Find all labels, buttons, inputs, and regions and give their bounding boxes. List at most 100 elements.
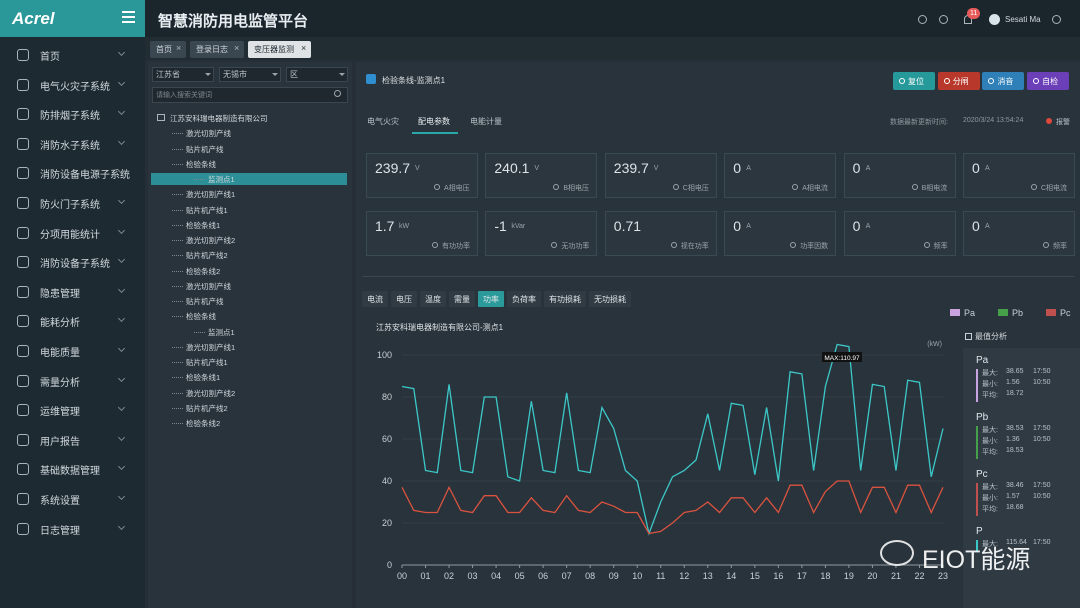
tab[interactable] bbox=[150, 41, 186, 58]
user-name[interactable]: Sesati Ma bbox=[1005, 15, 1041, 24]
menu-item[interactable]: 运维管理 bbox=[40, 407, 80, 419]
chart-tab[interactable] bbox=[420, 291, 446, 307]
stats-checkbox[interactable] bbox=[965, 333, 972, 340]
action-button-label[interactable]: 消音 bbox=[997, 77, 1014, 86]
select-value: 区 bbox=[290, 70, 298, 79]
menu-item[interactable]: 基础数据管理 bbox=[40, 466, 100, 478]
chart-tab-label[interactable]: 电流 bbox=[367, 295, 383, 304]
tree-item[interactable]: 检验条线 bbox=[186, 159, 216, 169]
tree-connector bbox=[172, 392, 183, 394]
select[interactable] bbox=[219, 67, 281, 82]
chart-tab[interactable] bbox=[478, 291, 504, 307]
stats-value: 1.56 bbox=[1006, 379, 1020, 386]
chart-tab[interactable] bbox=[362, 291, 388, 307]
header-icon[interactable] bbox=[918, 15, 927, 24]
update-time: 2020/3/24 13:54:24 bbox=[963, 117, 1024, 124]
tree-item[interactable]: 江苏安科瑞电器制造有限公司 bbox=[170, 114, 268, 123]
tree-item[interactable]: 激光切割产线 bbox=[186, 281, 231, 291]
menu-item[interactable]: 电能质量 bbox=[40, 348, 80, 359]
subtab[interactable]: 电能计量 bbox=[470, 117, 502, 126]
tree-item[interactable]: 激光切割产线 bbox=[186, 129, 231, 139]
tree-item[interactable]: 检验条线 bbox=[186, 312, 216, 322]
tab-label[interactable]: 登录日志 bbox=[196, 45, 228, 54]
action-button[interactable] bbox=[893, 72, 935, 90]
menu-toggle[interactable] bbox=[122, 11, 135, 23]
menu-item[interactable]: 防排烟子系统 bbox=[40, 111, 100, 123]
menu-item[interactable]: 日志管理 bbox=[40, 525, 80, 537]
action-button-label[interactable]: 复位 bbox=[908, 77, 924, 86]
menu-item[interactable]: 分项用能统计 bbox=[40, 229, 100, 241]
globe-icon[interactable] bbox=[1052, 15, 1061, 24]
metric-value: 0 bbox=[852, 218, 861, 234]
tree-item[interactable]: 贴片机产线1 bbox=[186, 205, 228, 215]
tab-label[interactable]: 变压器监测 bbox=[254, 45, 294, 54]
metric-icon bbox=[672, 184, 679, 190]
tab[interactable] bbox=[190, 41, 244, 58]
tree-item[interactable]: 激光切割产线2 bbox=[186, 388, 236, 398]
menu-icon bbox=[17, 285, 29, 298]
metric-label: C相电流 bbox=[1041, 185, 1068, 192]
menu-item[interactable]: 消防水子系统 bbox=[40, 140, 100, 152]
header-icon[interactable] bbox=[939, 15, 948, 24]
metric-value: 240.1 bbox=[494, 160, 530, 176]
menu-item[interactable]: 系统设置 bbox=[40, 496, 80, 507]
tree-connector bbox=[172, 362, 183, 363]
stats-name: Pa bbox=[976, 355, 989, 366]
chart-tab-label[interactable]: 无功损耗 bbox=[594, 295, 626, 304]
stats-value: 38.53 bbox=[1006, 425, 1024, 432]
menu-item[interactable]: 电气火灾子系统 bbox=[40, 81, 110, 93]
action-button-label[interactable]: 自检 bbox=[1042, 77, 1059, 86]
tree-item[interactable]: 激光切割产线2 bbox=[186, 236, 236, 245]
chart-tab-label[interactable]: 电压 bbox=[396, 295, 412, 304]
tree-item[interactable]: 贴片机产线 bbox=[186, 297, 224, 306]
chart-tab-label[interactable]: 温度 bbox=[425, 295, 441, 304]
metric-card bbox=[604, 153, 717, 198]
subtab[interactable]: 电气火灾 bbox=[367, 117, 399, 126]
select[interactable] bbox=[152, 67, 214, 82]
action-button[interactable] bbox=[982, 72, 1025, 90]
tree-item[interactable]: 贴片机产线 bbox=[186, 144, 224, 154]
menu-item[interactable]: 需量分析 bbox=[40, 377, 80, 389]
action-button[interactable] bbox=[1027, 72, 1070, 90]
chart-tab[interactable] bbox=[507, 291, 541, 307]
chart-tab-label[interactable]: 需量 bbox=[454, 295, 470, 304]
tree-item[interactable]: 检验条线1 bbox=[186, 373, 221, 383]
subtab[interactable]: 配电参数 bbox=[418, 117, 450, 126]
metric-unit: V bbox=[415, 165, 420, 172]
metric-label: 频率 bbox=[1053, 243, 1067, 250]
chart-tab[interactable] bbox=[544, 291, 586, 307]
chart-tab-label[interactable]: 负荷率 bbox=[512, 295, 536, 304]
action-button[interactable] bbox=[937, 72, 980, 90]
tree-item[interactable]: 激光切割产线1 bbox=[186, 342, 236, 352]
menu-item[interactable]: 用户报告 bbox=[40, 436, 80, 448]
search-box[interactable] bbox=[152, 87, 348, 103]
select[interactable] bbox=[286, 67, 348, 82]
menu-item[interactable]: 消防设备电源子系统 bbox=[40, 170, 130, 182]
tab[interactable] bbox=[248, 41, 311, 58]
tree-item[interactable]: 贴片机产线2 bbox=[186, 251, 228, 261]
tree-item[interactable]: 监测点1 bbox=[208, 327, 235, 337]
menu-item[interactable]: 隐患管理 bbox=[40, 288, 80, 300]
tree-item[interactable]: 监测点1 bbox=[208, 175, 235, 184]
tree-item[interactable]: 激光切割产线1 bbox=[186, 190, 236, 200]
menu-item[interactable]: 首页 bbox=[40, 52, 60, 63]
tree-item[interactable]: 检验条线2 bbox=[186, 419, 221, 428]
chart-tab-label[interactable]: 功率 bbox=[483, 295, 499, 304]
metric-value: -1 bbox=[494, 218, 507, 234]
tree-item[interactable]: 检验条线2 bbox=[186, 266, 221, 276]
tree-item[interactable]: 检验条线1 bbox=[186, 220, 221, 230]
select-caret bbox=[205, 73, 211, 79]
chart-tab[interactable] bbox=[391, 291, 417, 307]
menu-item[interactable]: 消防设备子系统 bbox=[40, 259, 110, 271]
chart-tab-label[interactable]: 有功损耗 bbox=[549, 295, 581, 304]
chart-tab[interactable] bbox=[449, 291, 475, 307]
action-button-label[interactable]: 分闸 bbox=[952, 77, 969, 86]
chart-tab[interactable] bbox=[589, 291, 631, 307]
tab-label[interactable]: 首页 bbox=[156, 45, 172, 54]
menu-item[interactable]: 防火门子系统 bbox=[40, 200, 100, 211]
stats-toggle[interactable]: 最值分析 bbox=[975, 332, 1007, 341]
menu-item[interactable]: 能耗分析 bbox=[40, 318, 80, 330]
tree-item[interactable]: 贴片机产线2 bbox=[186, 403, 228, 413]
tree-item[interactable]: 贴片机产线1 bbox=[186, 358, 228, 367]
tree-connector bbox=[172, 133, 183, 135]
